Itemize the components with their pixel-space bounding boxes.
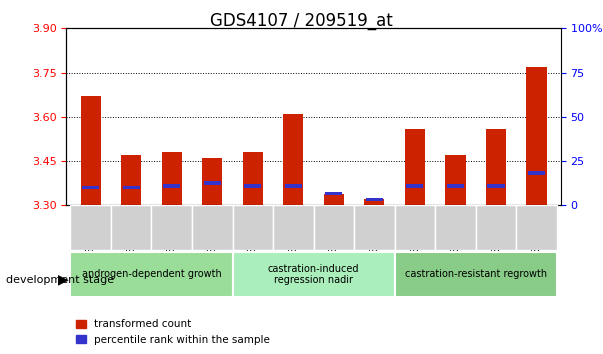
FancyBboxPatch shape — [71, 205, 111, 250]
Bar — [447, 184, 464, 188]
FancyBboxPatch shape — [314, 205, 354, 250]
FancyBboxPatch shape — [192, 205, 233, 250]
Bar — [122, 186, 140, 189]
Bar — [163, 184, 180, 188]
Bar — [121, 155, 141, 205]
Text: castration-resistant regrowth: castration-resistant regrowth — [405, 269, 547, 279]
Legend: transformed count, percentile rank within the sample: transformed count, percentile rank withi… — [72, 315, 274, 349]
Text: GDS4107 / 209519_at: GDS4107 / 209519_at — [210, 12, 393, 30]
Bar — [162, 152, 182, 205]
FancyBboxPatch shape — [71, 252, 233, 297]
Bar — [192, 28, 233, 205]
FancyBboxPatch shape — [435, 205, 476, 250]
FancyBboxPatch shape — [476, 205, 516, 250]
Bar — [314, 28, 354, 205]
Bar — [202, 158, 223, 205]
Bar — [82, 186, 99, 189]
FancyBboxPatch shape — [273, 205, 314, 250]
Bar — [242, 152, 263, 205]
Text: development stage: development stage — [6, 275, 114, 285]
Bar — [435, 28, 476, 205]
Bar — [111, 28, 151, 205]
Bar — [445, 155, 466, 205]
Bar — [244, 184, 261, 188]
FancyBboxPatch shape — [394, 205, 435, 250]
Bar — [516, 28, 557, 205]
FancyBboxPatch shape — [516, 205, 557, 250]
Bar — [526, 67, 546, 205]
FancyBboxPatch shape — [233, 252, 394, 297]
FancyBboxPatch shape — [151, 205, 192, 250]
Bar — [151, 28, 192, 205]
Bar — [487, 184, 505, 188]
Bar — [71, 28, 111, 205]
FancyBboxPatch shape — [233, 205, 273, 250]
Bar — [405, 129, 425, 205]
FancyBboxPatch shape — [354, 205, 394, 250]
FancyBboxPatch shape — [111, 205, 151, 250]
Bar — [285, 184, 302, 188]
Bar — [81, 96, 101, 205]
Text: androgen-dependent growth: androgen-dependent growth — [81, 269, 221, 279]
Bar — [325, 192, 343, 195]
Bar — [324, 194, 344, 205]
Bar — [394, 28, 435, 205]
Bar — [354, 28, 394, 205]
Bar — [204, 181, 221, 185]
Bar — [283, 114, 303, 205]
FancyBboxPatch shape — [394, 252, 557, 297]
Bar — [273, 28, 314, 205]
Bar — [406, 184, 423, 188]
Bar — [233, 28, 273, 205]
Bar — [366, 198, 383, 201]
Bar — [528, 171, 545, 175]
Bar — [486, 129, 506, 205]
Bar — [364, 199, 385, 205]
Text: ▶: ▶ — [58, 273, 69, 287]
Bar — [476, 28, 516, 205]
Text: castration-induced
regression nadir: castration-induced regression nadir — [268, 263, 359, 285]
